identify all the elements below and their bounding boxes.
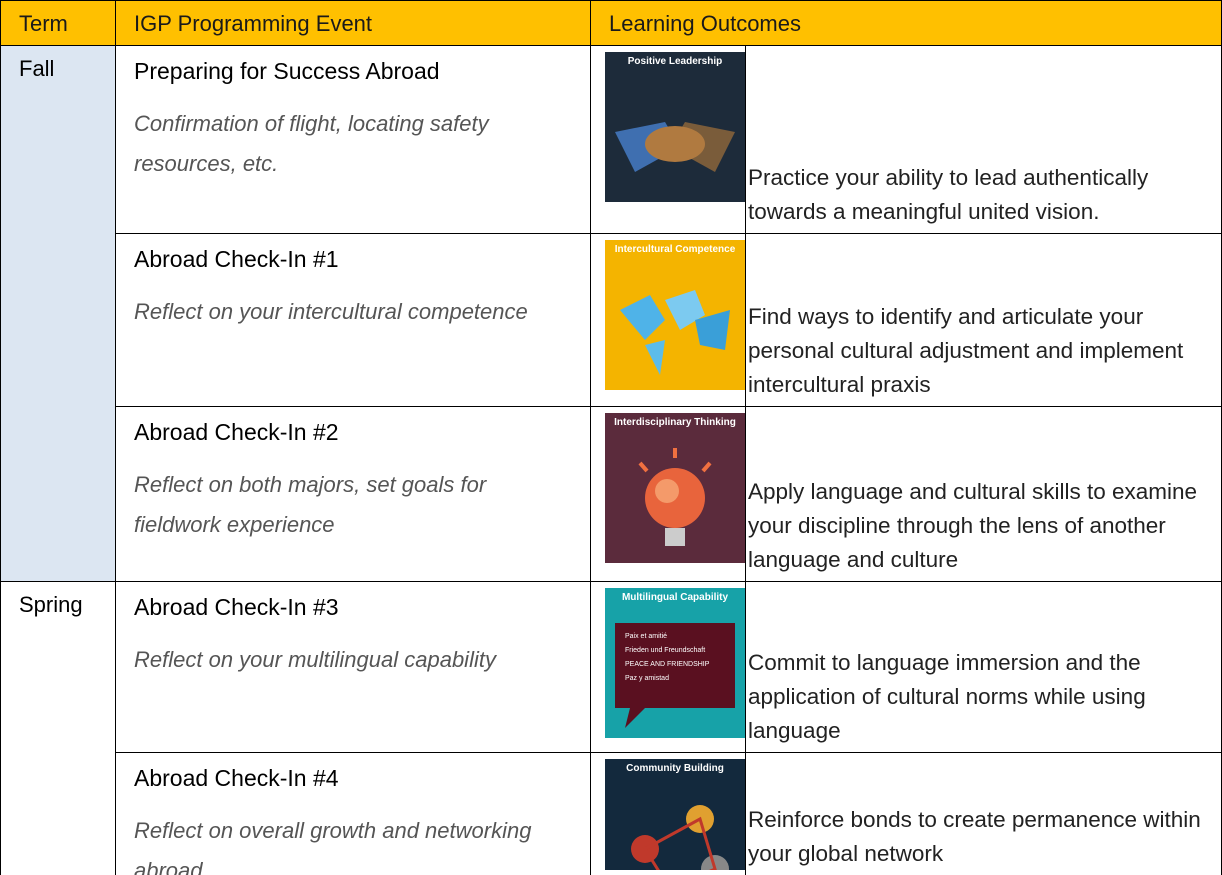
image-cell: Positive Leadership: [590, 45, 746, 234]
event-detail: Reflect on your multilingual capability: [134, 647, 496, 672]
image-text: Paz y amistad: [625, 675, 669, 682]
outcome-text: Apply language and cultural skills to ex…: [748, 479, 1198, 572]
header-term: Term: [0, 0, 116, 46]
header-event: IGP Programming Event: [115, 0, 591, 46]
term-cell: Fall: [0, 45, 116, 582]
outcome-image: Interdisciplinary Thinking: [605, 413, 745, 563]
outcome-image: Intercultural Competence: [605, 240, 745, 390]
term-cell: Spring: [0, 581, 116, 875]
image-cell: Multilingual Capability Paix et amitié Fri…: [590, 581, 746, 753]
image-art: [620, 290, 730, 375]
outcome-cell: Commit to language immersion and the app…: [745, 581, 1222, 753]
event-title: Abroad Check-In #1: [134, 246, 339, 272]
outcome-text: Commit to language immersion and the app…: [748, 650, 1146, 743]
event-cell: Abroad Check-In #2 Reflect on both majors…: [115, 406, 591, 582]
outcome-text: Find ways to identify and articulate you…: [748, 304, 1184, 397]
image-cell: Intercultural Competence: [590, 233, 746, 407]
image-cell: Interdisciplinary Thinking: [590, 406, 746, 582]
event-title: Preparing for Success Abroad: [134, 58, 440, 84]
outcome-text: Practice your ability to lead authentica…: [748, 165, 1149, 224]
event-cell: Abroad Check-In #4 Reflect on overall gro…: [115, 752, 591, 875]
outcome-cell: Reinforce bonds to create permanence wit…: [745, 752, 1222, 875]
image-title: Multilingual Capability: [621, 592, 729, 603]
event-detail: Confirmation of flight, locating safety …: [134, 111, 489, 176]
event-cell: Preparing for Success Abroad Confirmation…: [115, 45, 591, 234]
outcome-text: Reinforce bonds to create permanence wit…: [748, 807, 1201, 866]
image-title: Community Building: [626, 763, 724, 774]
image-art: [631, 805, 729, 870]
image-art: [615, 623, 735, 728]
event-title: Abroad Check-In #2: [134, 419, 339, 445]
image-cell: Community Building: [590, 752, 746, 875]
outcome-cell: Find ways to identify and articulate you…: [745, 233, 1222, 407]
event-title: Abroad Check-In #3: [134, 594, 339, 620]
image-title: Intercultural Competence: [614, 244, 736, 255]
outcome-image: Community Building: [605, 759, 745, 870]
event-detail: Reflect on both majors, set goals for fi…: [134, 472, 487, 537]
header-outcomes: Learning Outcomes: [590, 0, 1222, 46]
outcome-image: Multilingual Capability Paix et amitié Fri…: [605, 588, 745, 738]
image-art: [638, 448, 712, 546]
event-detail: Reflect on overall growth and networking…: [134, 818, 532, 875]
image-title: Interdisciplinary Thinking: [614, 417, 736, 428]
image-title: Positive Leadership: [627, 56, 723, 67]
event-title: Abroad Check-In #4: [134, 765, 339, 791]
image-text: PEACE AND FRIENDSHIP: [625, 661, 710, 668]
event-detail: Reflect on your intercultural competence: [134, 299, 528, 324]
outcome-image: Positive Leadership: [605, 52, 745, 202]
image-text: Paix et amitié: [625, 633, 668, 640]
image-text: Frieden und Freundschaft: [625, 647, 706, 654]
event-cell: Abroad Check-In #3 Reflect on your multil…: [115, 581, 591, 753]
outcome-cell: Practice your ability to lead authentica…: [745, 45, 1222, 234]
outcome-cell: Apply language and cultural skills to ex…: [745, 406, 1222, 582]
image-art: [615, 122, 735, 172]
event-cell: Abroad Check-In #1 Reflect on your interc…: [115, 233, 591, 407]
